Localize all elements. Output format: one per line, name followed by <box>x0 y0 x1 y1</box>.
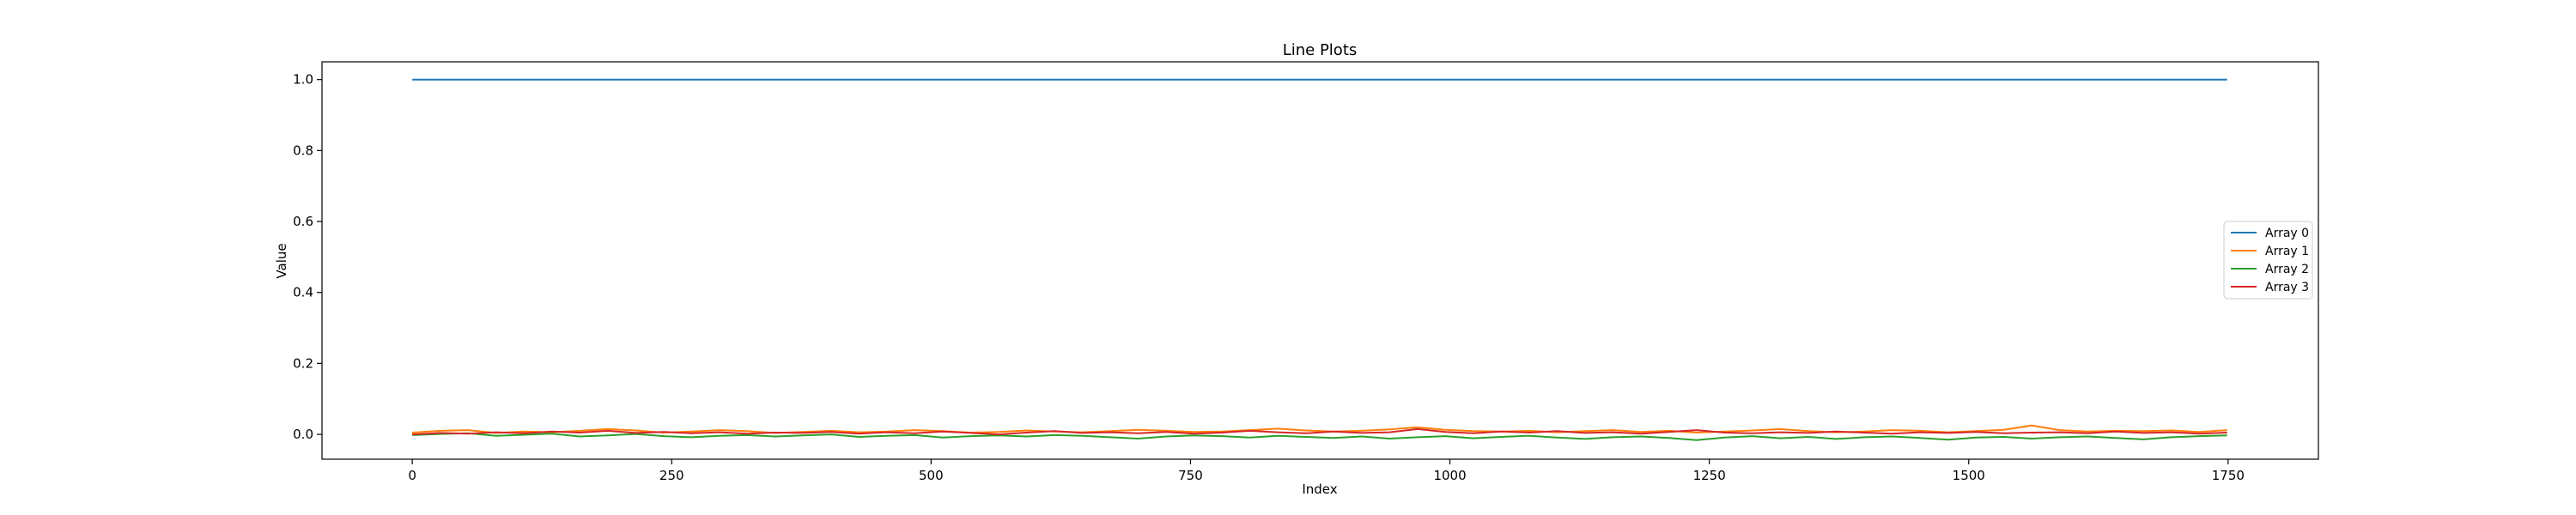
x-tick-label: 0 <box>408 468 416 483</box>
x-tick-label: 500 <box>919 468 944 483</box>
y-axis: 0.0 0.2 0.4 0.6 0.8 1.0 <box>293 72 322 442</box>
x-tick-label: 1750 <box>2212 468 2245 483</box>
series-line-3 <box>412 427 2227 436</box>
y-tick-label: 0.0 <box>293 427 313 442</box>
legend-box <box>2223 221 2313 300</box>
legend-label: Array 1 <box>2265 245 2309 258</box>
x-tick-label: 1250 <box>1693 468 1726 483</box>
legend-label: Array 2 <box>2265 263 2309 276</box>
x-tick-label: 1000 <box>1433 468 1466 483</box>
x-tick-label: 250 <box>659 468 684 483</box>
y-tick-label: 0.2 <box>293 355 313 371</box>
axes-frame <box>321 61 2319 460</box>
x-tick-label: 1500 <box>1953 468 1985 483</box>
legend-label: Array 3 <box>2265 281 2309 294</box>
y-tick-label: 0.4 <box>293 285 313 300</box>
legend-label: Array 0 <box>2265 227 2309 240</box>
y-axis-label: Value <box>274 243 289 278</box>
series-line-1 <box>412 424 2227 434</box>
legend: Array 0 Array 1 Array 2 Array 3 <box>2223 221 2313 300</box>
x-tick-label: 750 <box>1178 468 1203 483</box>
x-axis: 0 250 500 750 1000 1250 1500 1750 <box>408 459 2245 483</box>
plot-area <box>412 78 2227 441</box>
y-tick-label: 0.8 <box>293 142 313 158</box>
series-line-2 <box>412 432 2227 441</box>
x-axis-label: Index <box>1302 482 1337 497</box>
y-tick-label: 0.6 <box>293 214 313 229</box>
y-tick-label: 1.0 <box>293 72 313 88</box>
chart-title: Line Plots <box>1283 41 1358 59</box>
